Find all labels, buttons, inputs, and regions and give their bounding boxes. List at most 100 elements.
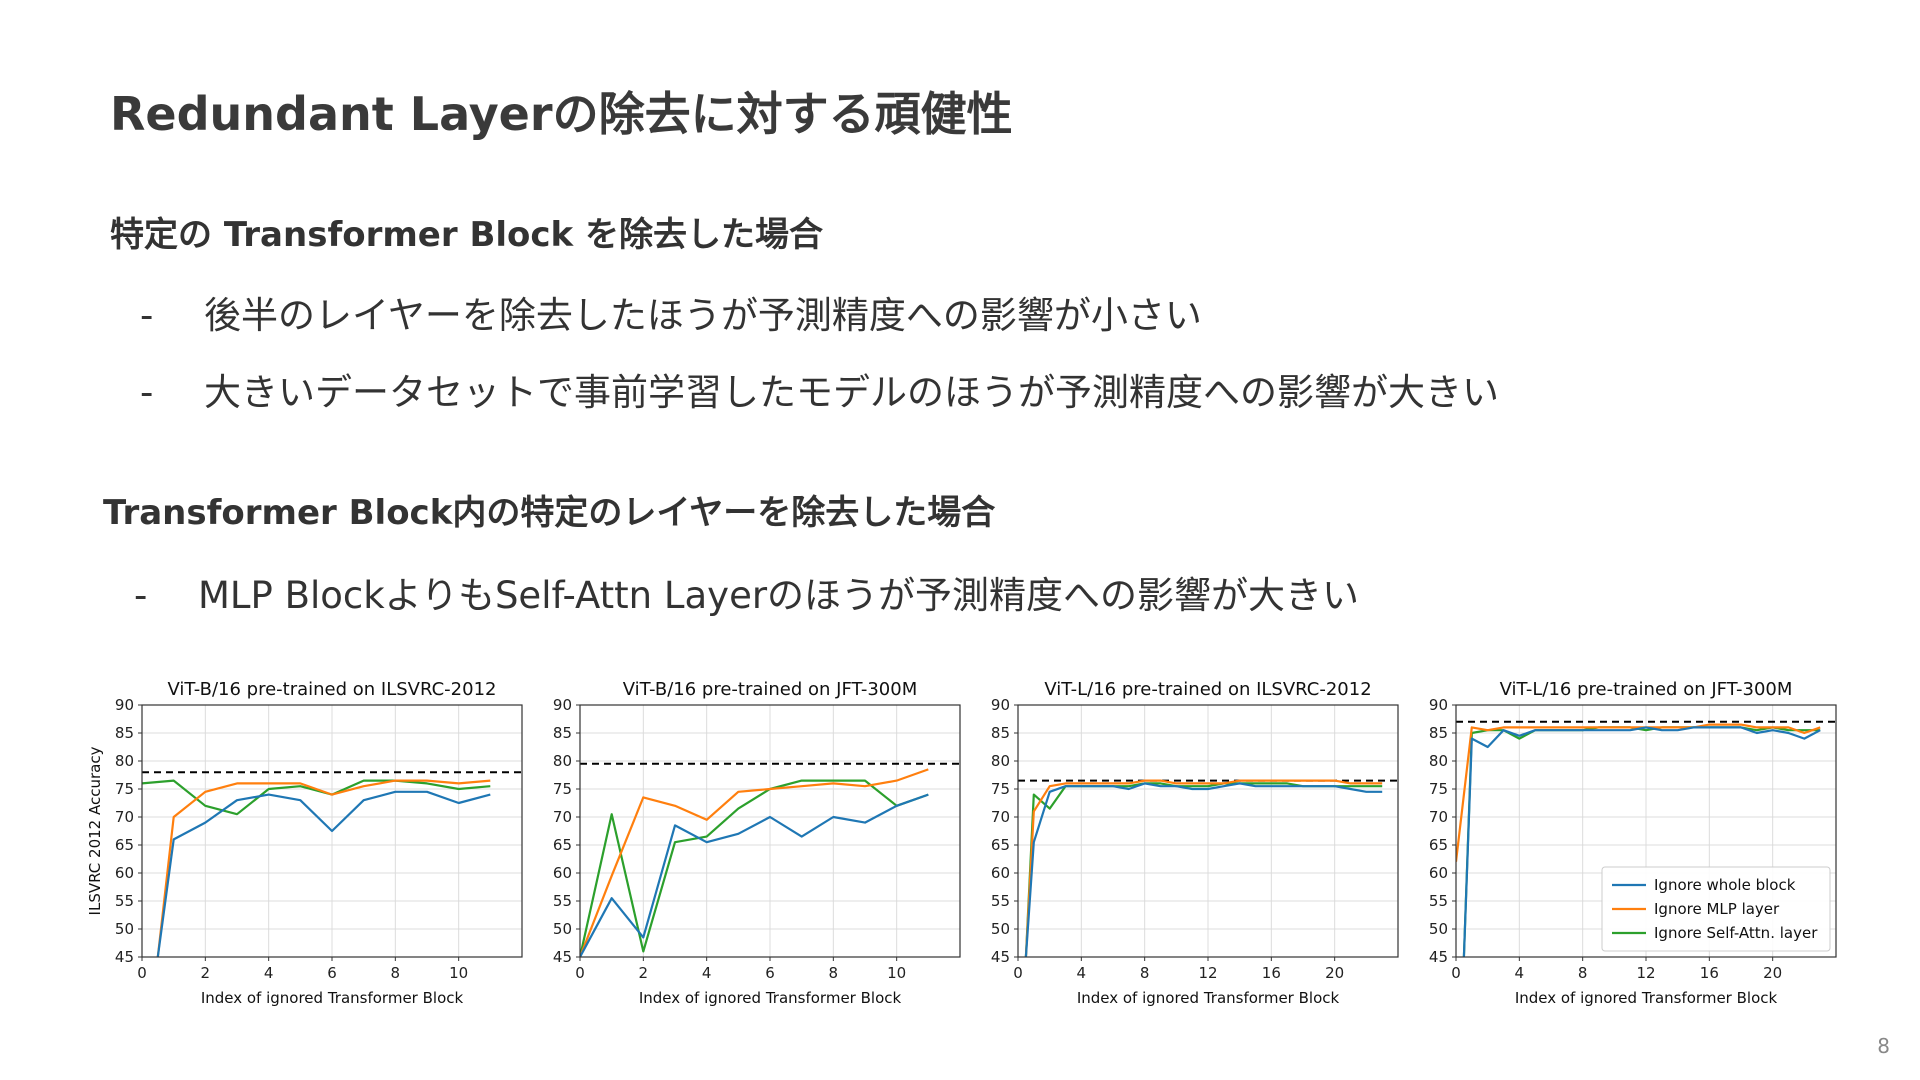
- bullet-text: MLP BlockよりもSelf-Attn Layerのほうが予測精度への影響が…: [198, 574, 1360, 617]
- bullet-marker: -: [134, 574, 148, 617]
- plot-frame: [1455, 704, 1837, 958]
- page-number: 8: [1877, 1034, 1890, 1058]
- x-tick-label: 10: [449, 964, 468, 982]
- slide-title: Redundant Layerの除去に対する頑健性: [110, 87, 1013, 141]
- x-tick-label: 2: [201, 964, 211, 982]
- section1-heading: 特定の Transformer Block を除去した場合: [110, 215, 823, 255]
- x-tick-label: 12: [1198, 964, 1217, 982]
- chart-panel-1: 45 50 55 60 65 70 75 80 85 90 0 2 4 6 8 10 ViT-B/16 pre-…: [86, 679, 523, 1007]
- bullet-marker: -: [140, 371, 154, 414]
- series-line-mlp: [1024, 779, 1383, 957]
- section1-bullet-2: - 大きいデータセットで事前学習したモデルのほうが予測精度への影響が大きい: [140, 362, 1499, 416]
- y-tick-label: 60: [553, 864, 572, 882]
- plot-frame: [1017, 704, 1399, 958]
- series-line-mlp: [1456, 723, 1821, 862]
- legend-box: [1601, 866, 1831, 952]
- legend-label: Ignore whole block: [1654, 876, 1796, 894]
- chart-title: ViT-B/16 pre-trained on ILSVRC-2012: [168, 679, 497, 700]
- x-axis-label: Index of ignored Transformer Block: [639, 989, 902, 1007]
- x-tick-label: 8: [829, 964, 839, 982]
- y-tick-label: 45: [991, 948, 1010, 966]
- x-tick-label: 4: [1077, 964, 1087, 982]
- y-tick-label: 60: [115, 864, 134, 882]
- y-tick-label: 80: [553, 752, 572, 770]
- y-tick-label: 70: [115, 808, 134, 826]
- y-tick-label: 50: [553, 920, 572, 938]
- y-tick-label: 75: [1429, 780, 1448, 798]
- series-line-self-attn: [1024, 782, 1383, 957]
- y-tick-label: 80: [115, 752, 134, 770]
- chart-panel-3: 45 50 55 60 65 70 75 80 85 90 0 4 8 12 16 20 ViT-L/16 pr…: [991, 679, 1399, 1007]
- series-line-whole-block: [1462, 726, 1821, 957]
- series-line-whole-block: [156, 790, 491, 957]
- series-line-whole-block: [580, 793, 929, 957]
- y-tick-label: 50: [115, 920, 134, 938]
- x-tick-label: 20: [1325, 964, 1344, 982]
- y-tick-label: 65: [115, 836, 134, 854]
- y-tick-label: 60: [991, 864, 1010, 882]
- chart-title: ViT-L/16 pre-trained on JFT-300M: [1500, 679, 1793, 700]
- y-axis-label: ILSVRC 2012 Accuracy: [86, 746, 104, 915]
- x-tick-label: 16: [1262, 964, 1281, 982]
- legend: Ignore whole block Ignore MLP layer Ignore…: [1601, 866, 1831, 952]
- x-axis-label: Index of ignored Transformer Block: [201, 989, 464, 1007]
- x-tick-label: 4: [702, 964, 712, 982]
- bullet-marker: -: [140, 294, 154, 337]
- plot-frame: [579, 704, 961, 958]
- y-tick-label: 70: [1429, 808, 1448, 826]
- series-line-whole-block: [1024, 782, 1383, 957]
- x-tick-label: 8: [1578, 964, 1588, 982]
- x-tick-label: 10: [887, 964, 906, 982]
- plot-frame: [141, 704, 523, 958]
- y-tick-label: 75: [991, 780, 1010, 798]
- x-tick-label: 6: [765, 964, 775, 982]
- y-tick-label: 80: [1429, 752, 1448, 770]
- series-line-mlp: [580, 768, 929, 957]
- y-tick-label: 70: [553, 808, 572, 826]
- chart-panel-4: 45 50 55 60 65 70 75 80 85 90 0 4 8 12 16 20 ViT-L/16 pr…: [1429, 679, 1837, 1007]
- charts-row: 45 50 55 60 65 70 75 80 85 90 0 2 4 6 8 10 ViT-B/16 pre-…: [80, 670, 1860, 1020]
- x-axis-label: Index of ignored Transformer Block: [1515, 989, 1778, 1007]
- y-tick-label: 90: [553, 696, 572, 714]
- bullet-text: 大きいデータセットで事前学習したモデルのほうが予測精度への影響が大きい: [204, 371, 1499, 414]
- x-tick-label: 0: [137, 964, 147, 982]
- y-tick-label: 85: [115, 724, 134, 742]
- y-tick-label: 90: [1429, 696, 1448, 714]
- x-tick-label: 6: [327, 964, 337, 982]
- y-tick-label: 50: [1429, 920, 1448, 938]
- y-tick-label: 55: [991, 892, 1010, 910]
- y-tick-label: 90: [991, 696, 1010, 714]
- y-tick-label: 90: [115, 696, 134, 714]
- series-line-mlp: [156, 779, 491, 957]
- section2-heading: Transformer Block内の特定のレイヤーを除去した場合: [103, 493, 996, 533]
- y-tick-label: 45: [115, 948, 134, 966]
- x-tick-label: 8: [1140, 964, 1150, 982]
- chart-title: ViT-L/16 pre-trained on ILSVRC-2012: [1044, 679, 1371, 700]
- bullet-text: 後半のレイヤーを除去したほうが予測精度への影響が小さい: [204, 294, 1202, 337]
- x-tick-label: 4: [264, 964, 274, 982]
- legend-label: Ignore MLP layer: [1654, 900, 1780, 918]
- x-tick-label: 4: [1515, 964, 1525, 982]
- y-tick-label: 55: [1429, 892, 1448, 910]
- x-tick-label: 20: [1763, 964, 1782, 982]
- y-tick-label: 80: [991, 752, 1010, 770]
- y-tick-label: 45: [553, 948, 572, 966]
- section1-bullet-1: - 後半のレイヤーを除去したほうが予測精度への影響が小さい: [140, 285, 1202, 339]
- x-tick-label: 8: [391, 964, 401, 982]
- chart-title: ViT-B/16 pre-trained on JFT-300M: [623, 679, 918, 700]
- x-tick-label: 2: [639, 964, 649, 982]
- x-tick-label: 0: [575, 964, 585, 982]
- y-tick-label: 65: [553, 836, 572, 854]
- section2-bullet-1: - MLP BlockよりもSelf-Attn Layerのほうが予測精度への影響…: [134, 565, 1359, 619]
- x-tick-label: 0: [1451, 964, 1461, 982]
- y-tick-label: 85: [1429, 724, 1448, 742]
- x-axis-label: Index of ignored Transformer Block: [1077, 989, 1340, 1007]
- y-tick-label: 55: [553, 892, 572, 910]
- y-tick-label: 70: [991, 808, 1010, 826]
- chart-panel-2: 45 50 55 60 65 70 75 80 85 90 0 2 4 6 8 10 ViT-B/16 pre-…: [553, 679, 961, 1007]
- y-tick-label: 75: [115, 780, 134, 798]
- y-tick-label: 45: [1429, 948, 1448, 966]
- y-tick-label: 85: [553, 724, 572, 742]
- y-tick-label: 60: [1429, 864, 1448, 882]
